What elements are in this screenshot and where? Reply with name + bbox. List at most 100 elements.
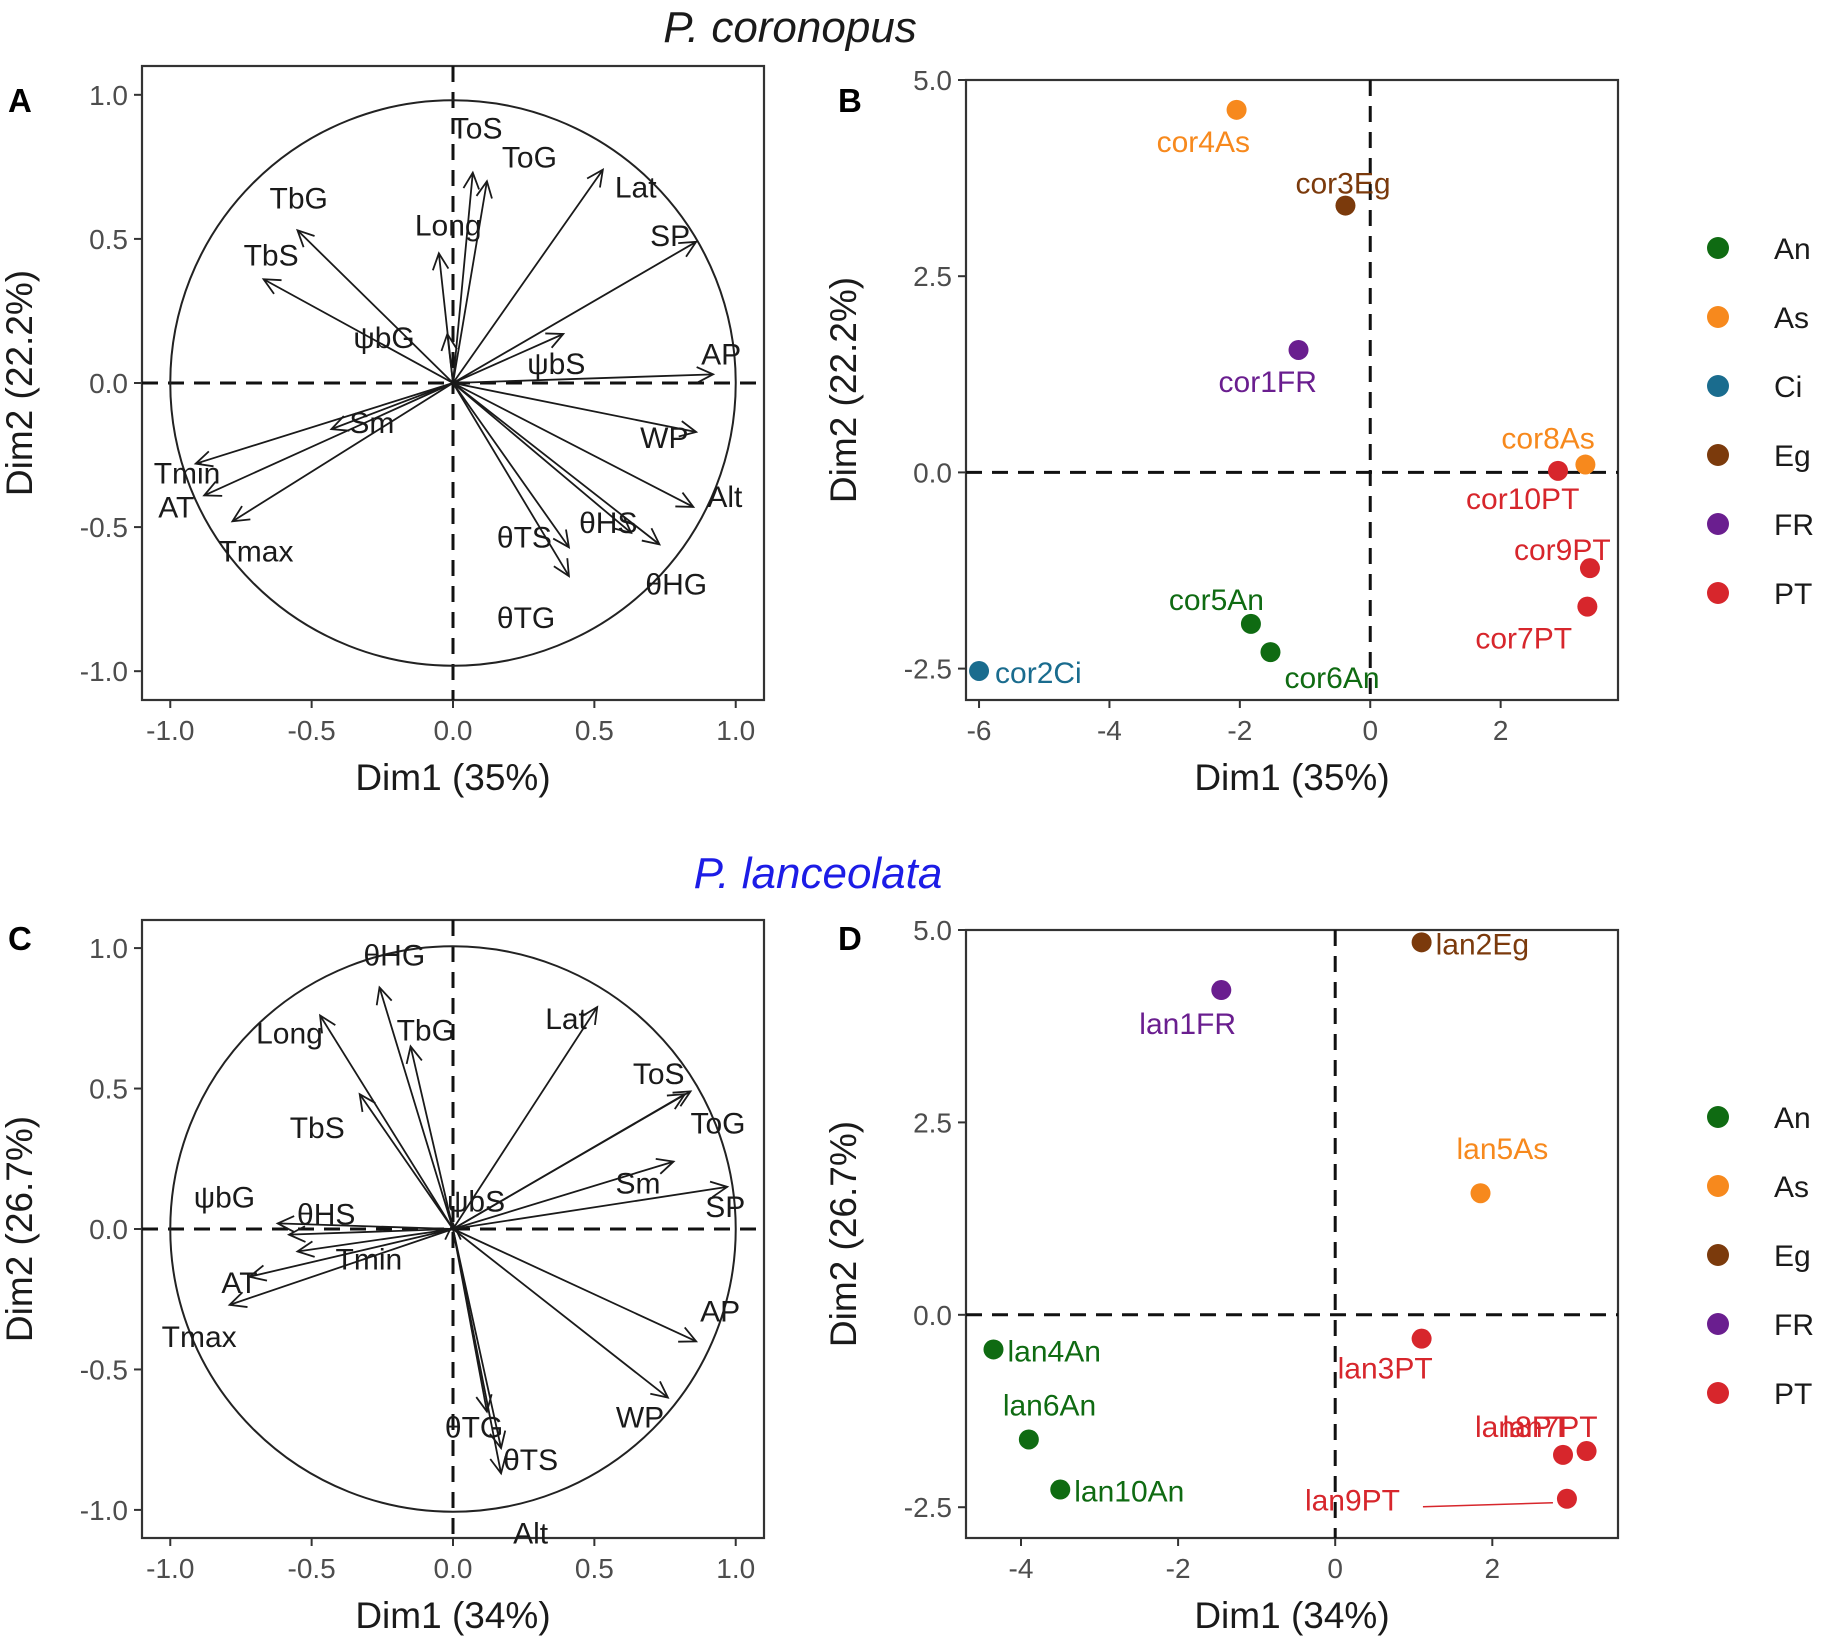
x-tick-label: -2 — [1227, 715, 1252, 746]
vector-label: SP — [650, 220, 690, 253]
point-label: lan6An — [1003, 1389, 1096, 1422]
vector-label: θHS — [579, 507, 637, 540]
vector-ap: AP — [452, 1228, 740, 1343]
y-tick-label: 2.5 — [913, 1107, 952, 1138]
legend-label: PT — [1774, 1378, 1812, 1411]
panels: -1.0 -0.5 0.0 0.5 1.0 -1.0 -0.5 0.0 0.5 1.0 Dim1 (… — [0, 64, 1620, 1636]
point-label: cor4As — [1157, 126, 1250, 159]
point-label: lan3PT — [1338, 1353, 1433, 1386]
vector-shaft — [452, 1228, 502, 1474]
y-tick-label: -2.5 — [904, 654, 952, 685]
vector-shaft — [331, 382, 454, 430]
legend-swatch — [1707, 1175, 1729, 1197]
vector-wp: WP — [452, 1228, 670, 1435]
legend-label: An — [1774, 1102, 1811, 1135]
vector-arrowhead — [545, 332, 566, 349]
panel-d-individuals-plot: -4 -2 0 2 -2.5 0.0 2.5 5.0 Dim1 (34%) Dim2 (26.7%… — [823, 915, 1620, 1636]
vector-label: θTG — [497, 602, 555, 635]
point-cor3eg: cor3Eg — [1295, 168, 1391, 216]
y-tick-label: 1.0 — [89, 933, 128, 964]
data-point — [1018, 1429, 1039, 1450]
species-title-lanceolata: P. lanceolata — [694, 849, 943, 898]
vector-arrowhead — [641, 527, 662, 546]
point-label: lan9PT — [1305, 1485, 1400, 1518]
point-lan7pt: lan7PT — [1503, 1411, 1598, 1462]
vector-shaft — [446, 333, 454, 384]
vector-shaft — [319, 1015, 454, 1230]
vector-at: AT — [221, 1228, 454, 1300]
point-label: lan10An — [1074, 1476, 1184, 1509]
vector-shaft — [296, 229, 454, 384]
vector-long: Long — [415, 209, 482, 384]
vector-shaft — [378, 987, 454, 1230]
legend-item-eg: Eg — [1707, 1240, 1811, 1273]
vector-label: WP — [616, 1402, 664, 1435]
x-tick-label: 0 — [1362, 715, 1378, 746]
vector-label: θHG — [645, 568, 707, 601]
data-point — [983, 1339, 1004, 1360]
x-tick-label: -2 — [1166, 1553, 1191, 1584]
vector-shaft — [452, 382, 570, 548]
vector-tbg: TbG — [270, 182, 454, 384]
vector-label: ψbS — [447, 1185, 505, 1218]
x-tick-label: 2 — [1493, 715, 1509, 746]
vector-label: Long — [256, 1018, 323, 1051]
legend-bottom: An As Eg FR PT — [1707, 1102, 1814, 1411]
point-label: cor6An — [1284, 662, 1379, 695]
vector-shaft — [452, 181, 488, 384]
legend-label: PT — [1774, 578, 1812, 611]
vector-arrowhead — [475, 179, 493, 199]
x-tick-label: -0.5 — [288, 715, 336, 746]
x-axis-label: Dim1 (35%) — [1194, 757, 1389, 798]
vector-shaft — [297, 1228, 454, 1253]
y-tick-label: 2.5 — [913, 261, 952, 292]
data-point — [1411, 1328, 1432, 1349]
vector-arrowhead — [405, 1044, 423, 1065]
x-tick-label: 2 — [1485, 1553, 1501, 1584]
point-label: cor5An — [1169, 584, 1264, 617]
vector-tog: ToG — [452, 141, 557, 384]
y-tick-label: 0.0 — [913, 1300, 952, 1331]
vector-shaft — [452, 1160, 674, 1230]
vector-shaft — [195, 382, 454, 465]
panel-letter-a: A — [8, 82, 32, 119]
panel-c-variables-plot: -1.0 -0.5 0.0 0.5 1.0 -1.0 -0.5 0.0 0.5 1.0 Dim1 (… — [0, 918, 766, 1636]
data-point — [1335, 195, 1356, 216]
vector-shaft — [452, 1185, 728, 1230]
vector-bg: ψbG — [194, 1181, 454, 1233]
vector-label: TbS — [244, 239, 299, 272]
vector-label: Tmax — [218, 535, 293, 568]
vector-arrowhead — [295, 1240, 315, 1258]
data-point — [1470, 1183, 1491, 1204]
vector-tmax: Tmax — [218, 382, 454, 568]
vector-shaft — [409, 1046, 454, 1230]
vector-shaft — [452, 382, 660, 546]
vector-tmax: Tmax — [162, 1228, 454, 1354]
vector-arrowhead — [586, 168, 605, 188]
vector-tbg: TbG — [397, 1014, 455, 1230]
point-cor5an: cor5An — [1169, 584, 1264, 634]
vector-tbs: TbS — [290, 1092, 454, 1230]
point-cor2ci: cor2Ci — [969, 657, 1082, 690]
point-label: lan8PT — [1475, 1411, 1570, 1444]
legend-item-fr: FR — [1707, 1309, 1814, 1342]
vector-tog: ToG — [452, 1090, 746, 1230]
panel-a-variables-plot: -1.0 -0.5 0.0 0.5 1.0 -1.0 -0.5 0.0 0.5 1.0 Dim1 (… — [0, 64, 766, 798]
y-axis-label: Dim2 (22.2%) — [0, 270, 40, 496]
vector-arrowhead — [193, 450, 214, 468]
vector-ap: AP — [452, 338, 741, 384]
vector-label: Alt — [707, 481, 743, 514]
vector-shaft — [452, 333, 564, 384]
vector-label: Alt — [513, 1517, 549, 1550]
legend-item-as: As — [1707, 1171, 1809, 1204]
vector-label: θTS — [497, 521, 552, 554]
panel-letter-d: D — [838, 920, 862, 957]
point-label: cor9PT — [1514, 534, 1611, 567]
legend-swatch — [1707, 1313, 1729, 1335]
vector-arrowhead — [329, 415, 350, 432]
y-axis-label: Dim2 (22.2%) — [823, 277, 864, 503]
legend-label: FR — [1774, 509, 1814, 542]
vector-hg: θHG — [363, 939, 454, 1230]
vector-arrowhead — [489, 1455, 507, 1476]
vector-arrowhead — [696, 366, 716, 384]
